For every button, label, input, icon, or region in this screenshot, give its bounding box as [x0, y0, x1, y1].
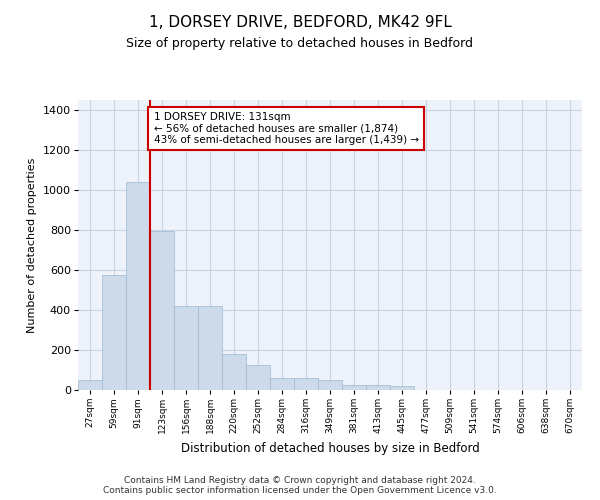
Text: Size of property relative to detached houses in Bedford: Size of property relative to detached ho… [127, 38, 473, 51]
Bar [150, 231, 174, 390]
Bar [342, 385, 366, 390]
Bar [246, 365, 270, 390]
Bar [78, 380, 102, 390]
Bar [198, 306, 222, 390]
Text: 1, DORSEY DRIVE, BEDFORD, MK42 9FL: 1, DORSEY DRIVE, BEDFORD, MK42 9FL [149, 15, 451, 30]
Bar [270, 378, 294, 390]
X-axis label: Distribution of detached houses by size in Bedford: Distribution of detached houses by size … [181, 442, 479, 454]
Bar [126, 182, 150, 390]
Text: 1 DORSEY DRIVE: 131sqm
← 56% of detached houses are smaller (1,874)
43% of semi-: 1 DORSEY DRIVE: 131sqm ← 56% of detached… [154, 112, 419, 145]
Bar [390, 386, 414, 390]
Y-axis label: Number of detached properties: Number of detached properties [28, 158, 37, 332]
Bar [318, 380, 342, 390]
Bar [366, 385, 390, 390]
Bar [174, 306, 198, 390]
Bar [222, 354, 246, 390]
Text: Contains HM Land Registry data © Crown copyright and database right 2024.
Contai: Contains HM Land Registry data © Crown c… [103, 476, 497, 495]
Bar [102, 275, 126, 390]
Bar [294, 378, 318, 390]
